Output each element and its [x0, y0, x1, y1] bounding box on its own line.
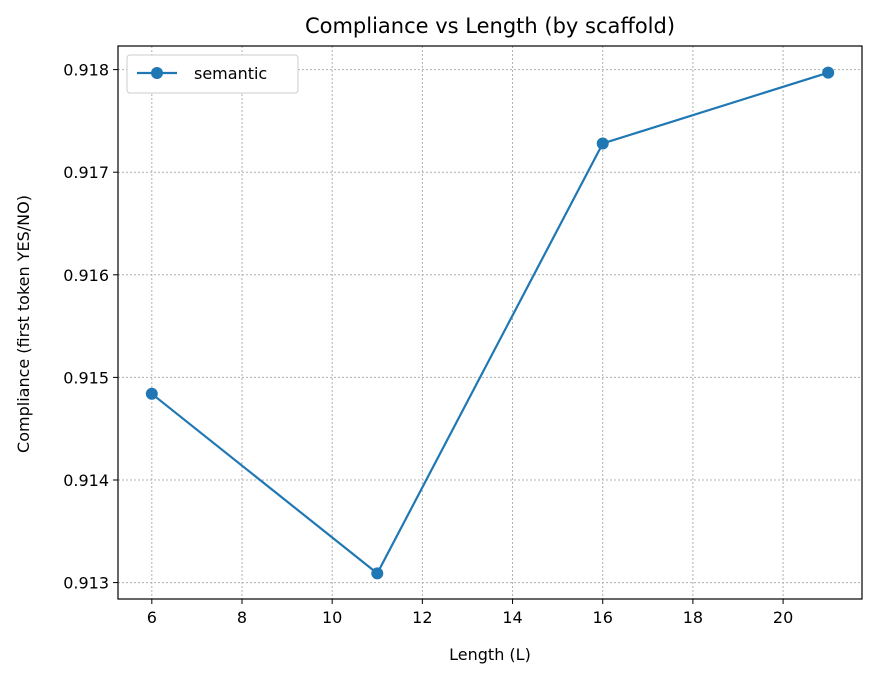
x-tick-label: 8: [237, 608, 247, 627]
x-tick-label: 12: [412, 608, 432, 627]
x-tick-label: 6: [147, 608, 157, 627]
y-tick-label: 0.916: [63, 266, 109, 285]
x-tick-label: 16: [593, 608, 613, 627]
legend: semantic: [126, 54, 299, 94]
y-tick-label: 0.913: [63, 574, 109, 593]
chart-title: Compliance vs Length (by scaffold): [305, 14, 675, 38]
data-point: [371, 567, 384, 580]
y-axis-label: Compliance (first token YES/NO): [14, 195, 33, 453]
plot-frame: [117, 45, 863, 600]
data-point: [145, 387, 158, 400]
x-tick-label: 10: [322, 608, 342, 627]
x-axis-label: Length (L): [449, 645, 531, 664]
x-tick-label: 14: [502, 608, 522, 627]
plot-area: [145, 66, 835, 580]
data-point: [596, 137, 609, 150]
x-tick-label: 18: [683, 608, 703, 627]
legend-box: [126, 54, 299, 94]
data-point: [822, 66, 835, 79]
x-tick-label: 20: [773, 608, 793, 627]
y-tick-label: 0.914: [63, 471, 109, 490]
y-tick-label: 0.915: [63, 368, 109, 387]
x-axis: 6 8 10 12 14 16 18 20: [147, 599, 793, 627]
y-axis: 0.913 0.914 0.915 0.916 0.917 0.918: [63, 61, 118, 593]
series-line: [151, 71, 829, 575]
legend-marker-icon: [151, 67, 163, 79]
y-tick-label: 0.918: [63, 61, 109, 80]
legend-label: semantic: [194, 64, 267, 83]
y-tick-label: 0.917: [63, 163, 109, 182]
